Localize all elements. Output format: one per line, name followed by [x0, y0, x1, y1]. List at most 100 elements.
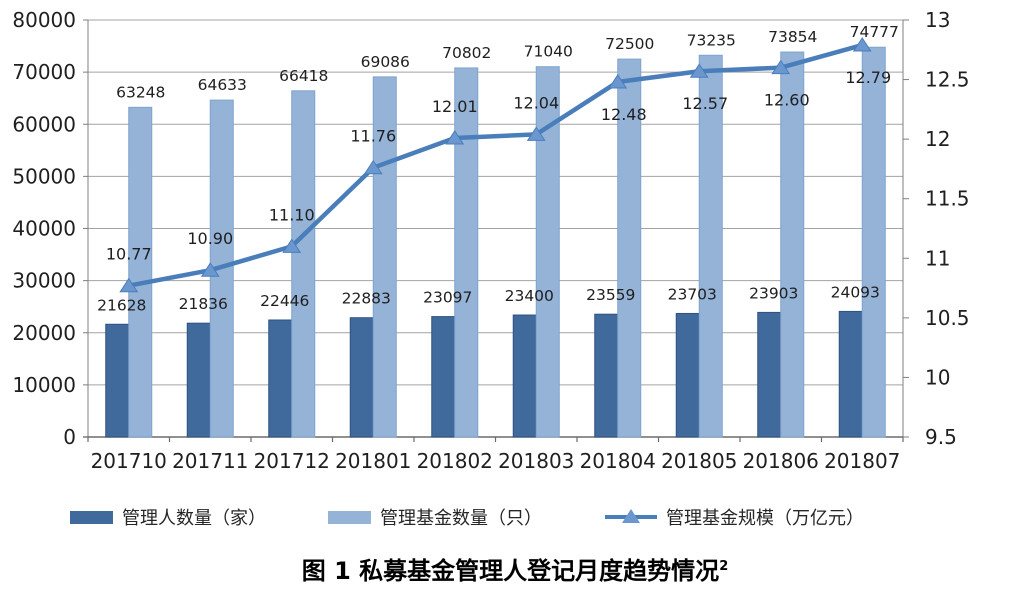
left-axis-label: 0 [63, 425, 76, 449]
x-axis-label: 201711 [172, 449, 248, 473]
bar-manager-count [105, 323, 130, 438]
bar-value-label-fund: 69086 [361, 53, 410, 71]
x-axis-label: 201806 [743, 449, 819, 473]
line-marker [282, 238, 302, 253]
line-value-label: 11.10 [269, 205, 315, 224]
legend-label: 管理人数量（家） [122, 508, 266, 529]
left-axis-label: 50000 [12, 164, 76, 188]
bar-manager-count [512, 314, 537, 438]
right-axis-label: 12 [925, 127, 950, 151]
bar-value-label-fund: 73235 [687, 31, 736, 49]
left-axis-label: 10000 [12, 373, 76, 397]
right-axis-label: 10.5 [925, 306, 970, 330]
figure-title-footnote-mark: 2 [719, 559, 729, 574]
legend-item-fund-scale: 管理基金规模（万亿元） [605, 502, 864, 532]
bar-fund-count [698, 54, 723, 438]
line-value-label: 10.77 [106, 245, 152, 264]
legend-label: 管理基金数量（只） [380, 508, 542, 529]
bar-value-label-manager: 23703 [668, 285, 717, 303]
bar-fund-count [617, 58, 642, 438]
left-axis-label: 30000 [12, 269, 76, 293]
bar-value-label-fund: 63248 [116, 83, 165, 101]
line-marker [119, 277, 139, 293]
x-axis-label: 201710 [91, 449, 167, 473]
legend-item-manager-count: 管理人数量（家） [70, 502, 266, 532]
bar-value-label-manager: 23097 [423, 289, 472, 307]
bar-manager-count [186, 322, 211, 438]
figure-title: 图 1 私募基金管理人登记月度趋势情况2 [0, 551, 1030, 586]
bar-fund-count [454, 67, 479, 438]
line-value-label: 12.79 [845, 68, 891, 87]
x-axis-label: 201804 [580, 449, 656, 473]
bar-value-label-fund: 71040 [524, 43, 573, 61]
bar-manager-count [349, 317, 374, 438]
line-value-label: 12.01 [432, 97, 478, 116]
line-marker [445, 130, 465, 145]
left-axis-label: 60000 [12, 112, 76, 136]
line-marker [526, 126, 546, 141]
bar-value-label-manager: 21628 [97, 296, 146, 314]
right-axis-label: 13 [925, 8, 950, 32]
bar-value-label-manager: 22883 [342, 290, 391, 308]
bar-manager-count [757, 311, 782, 438]
right-axis-label: 12.5 [925, 68, 970, 92]
chart-svg: 0 10000 20000 30000 40000 50000 60000 70000 8000… [12, 8, 970, 473]
line-value-label: 12.57 [682, 94, 728, 113]
line-triangle-icon [605, 508, 657, 526]
bar-value-label-fund: 66418 [279, 67, 328, 85]
line-marker [852, 37, 872, 52]
x-axis-label: 201801 [335, 449, 411, 473]
left-axis-label: 70000 [12, 60, 76, 84]
bar-fund-count [861, 46, 886, 438]
figure-title-text: 图 1 私募基金管理人登记月度趋势情况 [301, 557, 720, 585]
x-axis-label: 201712 [254, 449, 330, 473]
line-marker [771, 59, 791, 75]
bar-manager-count [675, 312, 700, 438]
line-value-label: 12.60 [764, 91, 810, 110]
x-axis-label: 201805 [661, 449, 737, 473]
line-value-label: 11.76 [350, 127, 396, 146]
legend-label: 管理基金规模（万亿元） [666, 508, 864, 529]
line-marker [363, 159, 383, 175]
left-axis-label: 80000 [12, 8, 76, 32]
bar-value-label-fund: 74777 [850, 23, 899, 41]
bar-swatch-light-icon [328, 510, 371, 524]
left-axis-label: 40000 [12, 217, 76, 241]
bar-manager-count [431, 316, 456, 438]
line-value-label: 10.90 [187, 229, 233, 248]
bar-manager-count [268, 319, 293, 438]
bar-value-label-fund: 70802 [442, 44, 491, 62]
bar-fund-count [291, 90, 316, 438]
bar-value-label-manager: 24093 [831, 283, 880, 301]
line-value-label: 12.04 [513, 93, 559, 112]
right-axis-label: 11.5 [925, 187, 970, 211]
bar-fund-count [535, 66, 560, 438]
line-value-label: 12.48 [601, 105, 647, 124]
bar-value-label-manager: 23400 [505, 287, 554, 305]
bar-manager-count [594, 313, 619, 438]
legend-item-fund-count: 管理基金数量（只） [328, 502, 542, 532]
bar-swatch-dark-icon [70, 510, 113, 524]
right-axis-label: 9.5 [925, 425, 957, 449]
bar-manager-count [838, 310, 863, 438]
x-axis-label: 201802 [417, 449, 493, 473]
bar-value-label-manager: 23559 [586, 286, 635, 304]
bar-value-label-fund: 64633 [198, 76, 247, 94]
line-marker [608, 74, 628, 89]
bar-fund-count [128, 106, 153, 438]
line-marker [689, 63, 709, 78]
legend: 管理人数量（家） 管理基金数量（只） 管理基金规模（万亿元） [0, 502, 1030, 532]
line-marker [200, 262, 220, 277]
right-axis-label: 11 [925, 246, 950, 270]
bar-value-label-manager: 21836 [179, 295, 228, 313]
x-axis-label: 201807 [824, 449, 900, 473]
bar-fund-count [780, 51, 805, 438]
chart: 0 10000 20000 30000 40000 50000 60000 70000 8000… [12, 8, 970, 473]
bar-value-label-manager: 23903 [749, 284, 798, 302]
bar-value-label-fund: 72500 [605, 35, 654, 53]
left-axis-label: 20000 [12, 321, 76, 345]
trend-line [126, 42, 865, 288]
right-axis-label: 10 [925, 365, 950, 389]
x-axis-label: 201803 [498, 449, 574, 473]
